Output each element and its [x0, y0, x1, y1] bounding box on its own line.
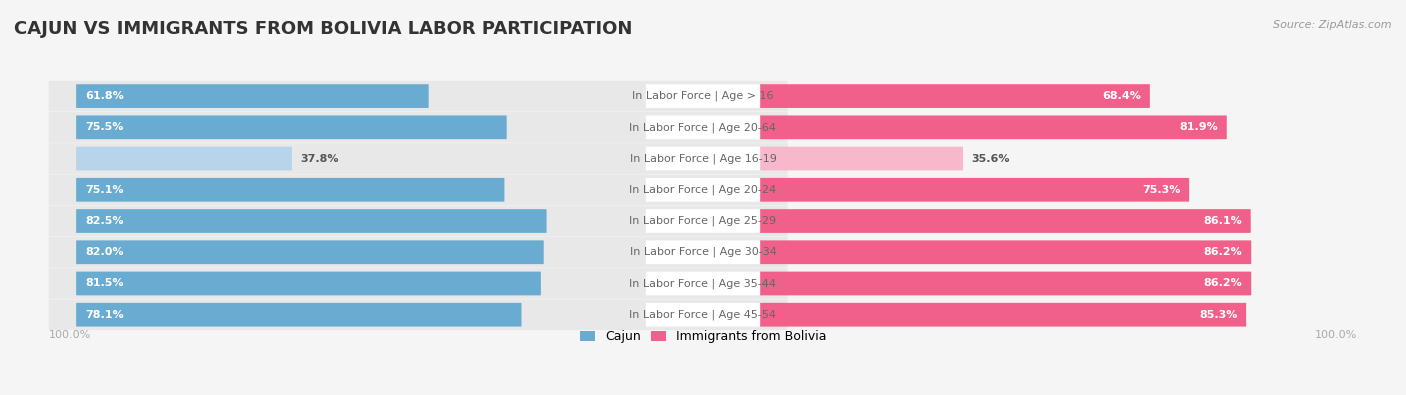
FancyBboxPatch shape	[759, 84, 1150, 108]
FancyBboxPatch shape	[76, 115, 506, 139]
Text: In Labor Force | Age 45-54: In Labor Force | Age 45-54	[630, 309, 776, 320]
Text: 78.1%: 78.1%	[84, 310, 124, 320]
FancyBboxPatch shape	[759, 272, 1251, 295]
Text: 68.4%: 68.4%	[1102, 91, 1142, 101]
FancyBboxPatch shape	[49, 112, 787, 143]
FancyBboxPatch shape	[49, 143, 787, 174]
Text: 35.6%: 35.6%	[972, 154, 1010, 164]
FancyBboxPatch shape	[759, 178, 1189, 202]
Legend: Cajun, Immigrants from Bolivia: Cajun, Immigrants from Bolivia	[576, 326, 830, 347]
FancyBboxPatch shape	[49, 175, 787, 205]
FancyBboxPatch shape	[76, 272, 541, 295]
Text: In Labor Force | Age 30-34: In Labor Force | Age 30-34	[630, 247, 776, 258]
FancyBboxPatch shape	[76, 178, 505, 202]
FancyBboxPatch shape	[645, 209, 761, 233]
Text: 61.8%: 61.8%	[84, 91, 124, 101]
FancyBboxPatch shape	[645, 115, 761, 139]
Text: In Labor Force | Age 35-44: In Labor Force | Age 35-44	[630, 278, 776, 289]
Text: In Labor Force | Age 25-29: In Labor Force | Age 25-29	[630, 216, 776, 226]
Text: 100.0%: 100.0%	[49, 330, 91, 340]
Text: 75.1%: 75.1%	[84, 185, 124, 195]
FancyBboxPatch shape	[49, 206, 787, 236]
Text: In Labor Force | Age 20-64: In Labor Force | Age 20-64	[630, 122, 776, 133]
FancyBboxPatch shape	[76, 209, 547, 233]
FancyBboxPatch shape	[645, 272, 761, 295]
Text: In Labor Force | Age > 16: In Labor Force | Age > 16	[633, 91, 773, 102]
FancyBboxPatch shape	[759, 209, 1251, 233]
Text: 75.5%: 75.5%	[84, 122, 124, 132]
FancyBboxPatch shape	[76, 241, 544, 264]
FancyBboxPatch shape	[76, 147, 292, 170]
FancyBboxPatch shape	[645, 241, 761, 264]
Text: 75.3%: 75.3%	[1142, 185, 1181, 195]
FancyBboxPatch shape	[645, 84, 761, 108]
Text: 86.2%: 86.2%	[1204, 278, 1243, 288]
FancyBboxPatch shape	[49, 237, 787, 267]
Text: 86.1%: 86.1%	[1204, 216, 1241, 226]
FancyBboxPatch shape	[49, 299, 787, 330]
Text: In Labor Force | Age 16-19: In Labor Force | Age 16-19	[630, 153, 776, 164]
Text: In Labor Force | Age 20-24: In Labor Force | Age 20-24	[630, 184, 776, 195]
FancyBboxPatch shape	[759, 303, 1246, 327]
FancyBboxPatch shape	[759, 147, 963, 170]
FancyBboxPatch shape	[49, 81, 787, 111]
Text: 85.3%: 85.3%	[1199, 310, 1237, 320]
Text: 81.9%: 81.9%	[1180, 122, 1218, 132]
Text: 81.5%: 81.5%	[84, 278, 124, 288]
Text: 37.8%: 37.8%	[301, 154, 339, 164]
FancyBboxPatch shape	[76, 303, 522, 327]
Text: 100.0%: 100.0%	[1315, 330, 1357, 340]
FancyBboxPatch shape	[645, 178, 761, 202]
Text: Source: ZipAtlas.com: Source: ZipAtlas.com	[1274, 20, 1392, 30]
Text: 82.0%: 82.0%	[84, 247, 124, 257]
Text: 86.2%: 86.2%	[1204, 247, 1243, 257]
Text: 82.5%: 82.5%	[84, 216, 124, 226]
FancyBboxPatch shape	[49, 268, 787, 299]
FancyBboxPatch shape	[759, 115, 1227, 139]
FancyBboxPatch shape	[645, 147, 761, 170]
FancyBboxPatch shape	[645, 303, 761, 327]
FancyBboxPatch shape	[759, 241, 1251, 264]
FancyBboxPatch shape	[76, 84, 429, 108]
Text: CAJUN VS IMMIGRANTS FROM BOLIVIA LABOR PARTICIPATION: CAJUN VS IMMIGRANTS FROM BOLIVIA LABOR P…	[14, 20, 633, 38]
